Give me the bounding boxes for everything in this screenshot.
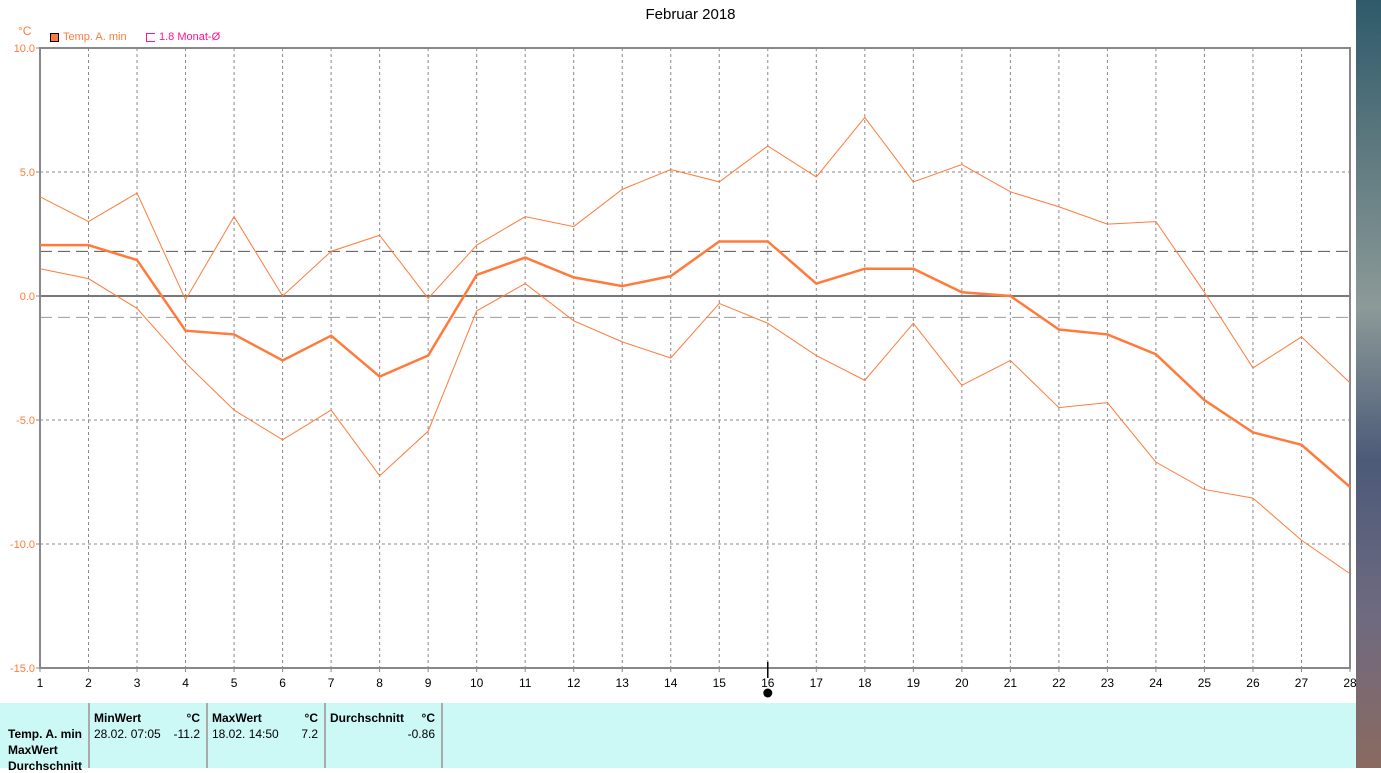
legend-item-reference[interactable]: 1.8 Monat-Ø (146, 31, 220, 43)
x-tick-label: 9 (425, 676, 432, 690)
x-tick-label: 13 (616, 676, 630, 690)
legend-item-series[interactable]: Temp. A. min (50, 31, 127, 43)
x-tick-label: 27 (1295, 676, 1309, 690)
label-column (0, 703, 90, 768)
time-value: 18.02. 14:50 (212, 727, 279, 741)
y-axis-unit: °C (18, 24, 31, 38)
column-header: Durchschnitt (330, 711, 404, 725)
y-tick-label: 10.0 (14, 43, 35, 55)
x-tick-label: 20 (955, 676, 969, 690)
maxwert-column: MaxWert °C 18.02. 14:50 7.2 (208, 703, 326, 768)
y-tick-label: -10.0 (10, 539, 35, 551)
column-unit: °C (422, 711, 435, 725)
x-tick-label: 8 (376, 676, 383, 690)
statistics-table: Temp. A. min MaxWert Durchschnitt MinWer… (0, 703, 1356, 768)
x-tick-label: 3 (134, 676, 141, 690)
x-tick-label: 2 (85, 676, 92, 690)
x-tick-label: 15 (713, 676, 727, 690)
x-tick-label: 18 (858, 676, 872, 690)
value: -11.2 (174, 727, 200, 741)
y-tick-label: 5.0 (20, 167, 35, 179)
x-tick-label: 5 (231, 676, 238, 690)
x-tick-label: 22 (1052, 676, 1066, 690)
x-tick-label: 14 (664, 676, 678, 690)
cursor-handle-icon[interactable] (763, 689, 772, 698)
column-header: MaxWert (212, 711, 262, 725)
column-unit: °C (305, 711, 318, 725)
x-tick-label: 6 (279, 676, 286, 690)
y-tick-label: -15.0 (10, 663, 35, 675)
durchschnitt-column: Durchschnitt °C -0.86 (326, 703, 443, 768)
column-unit: °C (187, 711, 200, 725)
value: -0.86 (408, 727, 435, 741)
x-tick-label: 7 (328, 676, 335, 690)
x-tick-label: 12 (567, 676, 581, 690)
x-tick-label: 25 (1198, 676, 1212, 690)
x-tick-label: 4 (182, 676, 189, 690)
series-line-2 (40, 269, 1350, 574)
desktop-wallpaper (1356, 0, 1381, 768)
x-tick-label: 26 (1246, 676, 1260, 690)
series-line-1 (40, 117, 1350, 382)
value: 7.2 (301, 727, 318, 741)
x-tick-label: 24 (1149, 676, 1163, 690)
chart-title: Februar 2018 (0, 6, 1381, 23)
series-line-0 (40, 241, 1350, 487)
x-tick-label: 10 (470, 676, 484, 690)
plot-frame (40, 48, 1350, 668)
x-tick-label: 11 (519, 676, 532, 690)
column-header: MinWert (94, 711, 141, 725)
x-tick-label: 16 (761, 676, 775, 690)
y-tick-label: 0.0 (20, 291, 35, 303)
x-tick-label: 21 (1004, 676, 1018, 690)
legend-label: 1.8 Monat-Ø (159, 31, 220, 43)
time-value: 28.02. 07:05 (94, 727, 161, 741)
x-tick-label: 28 (1343, 676, 1356, 690)
x-tick-label: 23 (1101, 676, 1115, 690)
x-tick-label: 17 (810, 676, 824, 690)
minwert-column: MinWert °C 28.02. 07:05 -11.2 (90, 703, 208, 768)
y-tick-label: -5.0 (16, 415, 35, 427)
legend-label: Temp. A. min (63, 31, 127, 43)
legend-swatch-icon (146, 33, 155, 42)
legend-swatch-icon (50, 33, 59, 42)
x-tick-label: 19 (907, 676, 921, 690)
x-tick-label: 1 (37, 676, 44, 690)
